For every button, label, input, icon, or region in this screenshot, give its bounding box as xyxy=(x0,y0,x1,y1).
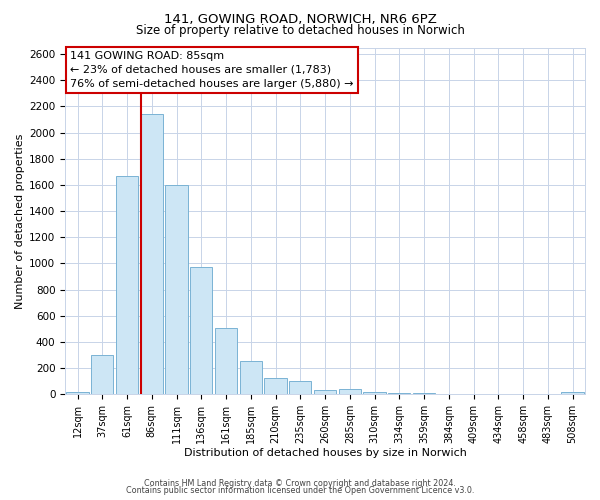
Text: Size of property relative to detached houses in Norwich: Size of property relative to detached ho… xyxy=(136,24,464,37)
Text: 141 GOWING ROAD: 85sqm
← 23% of detached houses are smaller (1,783)
76% of semi-: 141 GOWING ROAD: 85sqm ← 23% of detached… xyxy=(70,51,354,89)
Text: Contains HM Land Registry data © Crown copyright and database right 2024.: Contains HM Land Registry data © Crown c… xyxy=(144,478,456,488)
Bar xyxy=(562,392,584,394)
Bar xyxy=(289,381,311,394)
Bar xyxy=(314,390,336,394)
Bar xyxy=(67,392,89,394)
Y-axis label: Number of detached properties: Number of detached properties xyxy=(15,133,25,308)
Bar xyxy=(364,392,386,394)
Bar xyxy=(388,393,410,394)
Bar xyxy=(265,378,287,394)
Bar xyxy=(239,361,262,394)
Bar xyxy=(140,114,163,394)
Bar xyxy=(166,185,188,394)
Text: 141, GOWING ROAD, NORWICH, NR6 6PZ: 141, GOWING ROAD, NORWICH, NR6 6PZ xyxy=(164,12,436,26)
Bar xyxy=(338,389,361,394)
Bar xyxy=(190,268,212,394)
X-axis label: Distribution of detached houses by size in Norwich: Distribution of detached houses by size … xyxy=(184,448,467,458)
Bar xyxy=(91,355,113,394)
Bar xyxy=(413,393,435,394)
Bar xyxy=(116,176,138,394)
Bar xyxy=(215,328,237,394)
Text: Contains public sector information licensed under the Open Government Licence v3: Contains public sector information licen… xyxy=(126,486,474,495)
